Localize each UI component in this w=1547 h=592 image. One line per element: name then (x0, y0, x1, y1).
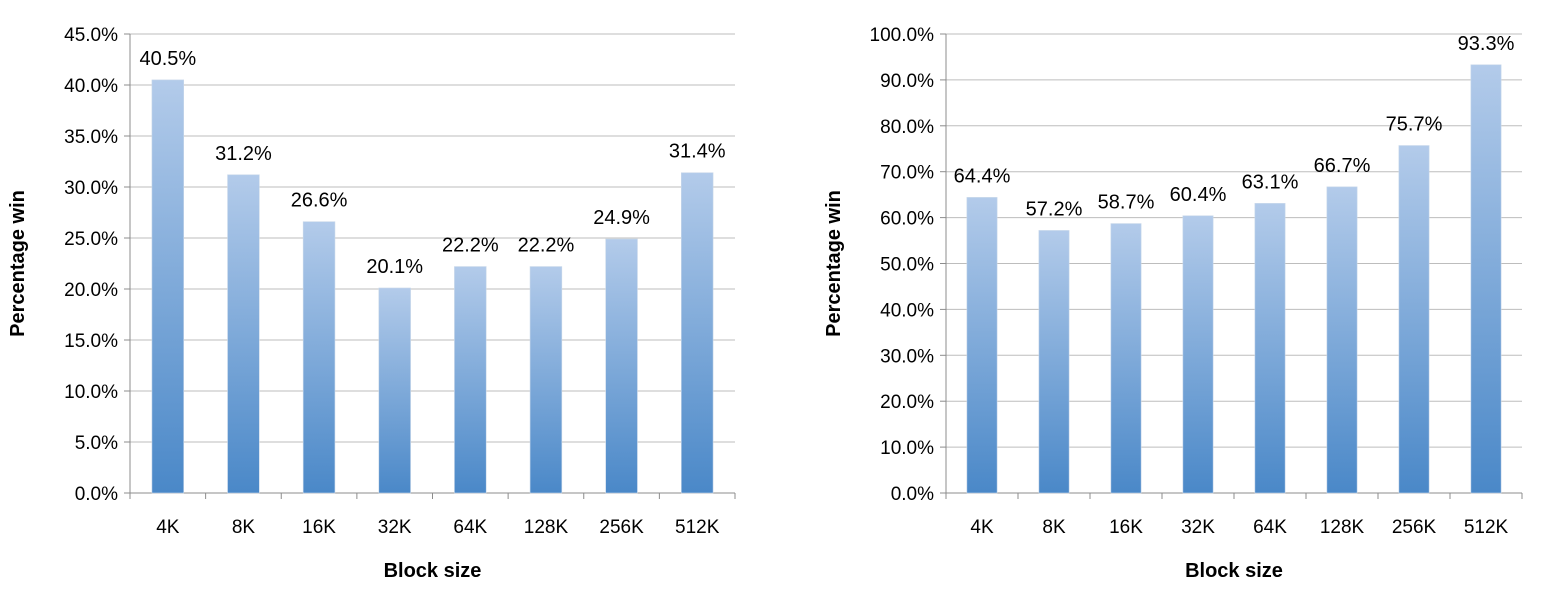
right-y-tick-label: 30.0% (880, 346, 934, 367)
left-x-tick-label: 4K (156, 517, 180, 538)
right-y-tick-label: 40.0% (880, 300, 934, 321)
left-y-tick-label: 5.0% (75, 433, 118, 454)
right-y-tick-label: 90.0% (880, 71, 934, 92)
right-data-label: 64.4% (954, 165, 1011, 187)
left-y-tick-label: 20.0% (64, 280, 118, 301)
right-bar-128K (1326, 186, 1358, 494)
right-x-tick-label: 256K (1392, 517, 1437, 538)
right-y-tick-label: 10.0% (880, 438, 934, 459)
right-x-tick-label: 4K (970, 517, 994, 538)
left-y-tick-label: 10.0% (64, 382, 118, 403)
left-x-axis-title: Block size (384, 560, 482, 582)
left-x-tick-label: 16K (302, 517, 336, 538)
right-x-axis-title: Block size (1185, 560, 1283, 582)
right-y-axis-title: Percentage win (823, 190, 845, 337)
right-x-tick-label: 8K (1042, 517, 1066, 538)
right-y-tick-label: 20.0% (880, 392, 934, 413)
right-y-tick-label: 50.0% (880, 255, 934, 276)
left-x-tick-label: 8K (232, 517, 256, 538)
right-y-tick-label: 0.0% (891, 484, 934, 505)
left-y-tick-label: 30.0% (64, 178, 118, 199)
right-y-tick-label: 60.0% (880, 209, 934, 230)
left-y-tick-label: 0.0% (75, 484, 118, 505)
left-bar-512K (681, 172, 714, 494)
right-bar-64K (1254, 203, 1286, 494)
right-bar-chart: 0.0% 10.0% 20.0% 30.0% 40.0% 50.0% 60.0% 70.0% 8… (823, 25, 1523, 582)
right-bar-16K (1110, 223, 1142, 494)
left-bar-128K (529, 266, 563, 494)
left-y-tick-label: 25.0% (64, 229, 118, 250)
right-data-label: 93.3% (1458, 33, 1515, 55)
right-data-label: 66.7% (1314, 155, 1371, 177)
right-data-label: 58.7% (1098, 192, 1155, 214)
left-bar-16K (302, 221, 336, 494)
left-bar-chart: 0.0% 5.0% 10.0% 15.0% 20.0% 25.0% 30.0% 35.0% 40… (7, 25, 736, 582)
right-y-tick-label: 100.0% (870, 25, 935, 46)
right-x-tick-label: 128K (1320, 517, 1365, 538)
left-data-label: 26.6% (291, 190, 348, 212)
left-x-tick-label: 64K (453, 517, 487, 538)
left-y-tick-label: 15.0% (64, 331, 118, 352)
left-y-tick-label: 40.0% (64, 76, 118, 97)
left-data-label: 31.2% (215, 143, 272, 165)
right-y-tick-label: 70.0% (880, 163, 934, 184)
left-data-label: 24.9% (593, 207, 650, 229)
left-y-tick-label: 35.0% (64, 127, 118, 148)
right-bar-32K (1182, 215, 1214, 494)
left-x-tick-label: 128K (524, 517, 569, 538)
left-y-tick-label: 45.0% (64, 25, 118, 46)
right-x-tick-label: 32K (1181, 517, 1215, 538)
right-bar-8K (1038, 230, 1070, 494)
right-y-tick-label: 80.0% (880, 117, 934, 138)
right-x-tick-label: 512K (1464, 517, 1509, 538)
right-bar-4K (966, 197, 998, 494)
right-bar-512K (1470, 64, 1502, 494)
right-bar-256K (1398, 145, 1430, 494)
left-bar-256K (605, 238, 638, 494)
left-y-axis-title: Percentage win (7, 190, 29, 337)
right-data-label: 57.2% (1026, 198, 1083, 220)
left-x-tick-label: 32K (378, 517, 412, 538)
left-data-label: 40.5% (139, 48, 196, 70)
right-x-tick-label: 16K (1109, 517, 1143, 538)
right-data-label: 63.1% (1242, 171, 1299, 193)
left-data-label: 31.4% (669, 141, 726, 163)
left-data-label: 22.2% (518, 235, 575, 257)
right-data-label: 60.4% (1170, 184, 1227, 206)
left-data-label: 22.2% (442, 235, 499, 257)
left-bar-64K (454, 266, 487, 494)
left-data-label: 20.1% (366, 256, 423, 278)
left-bar-32K (378, 287, 411, 494)
left-x-tick-label: 512K (675, 517, 720, 538)
left-bar-4K (151, 79, 184, 494)
right-x-tick-label: 64K (1253, 517, 1287, 538)
left-bar-8K (227, 174, 260, 494)
right-data-label: 75.7% (1386, 114, 1443, 136)
left-x-tick-label: 256K (599, 517, 644, 538)
